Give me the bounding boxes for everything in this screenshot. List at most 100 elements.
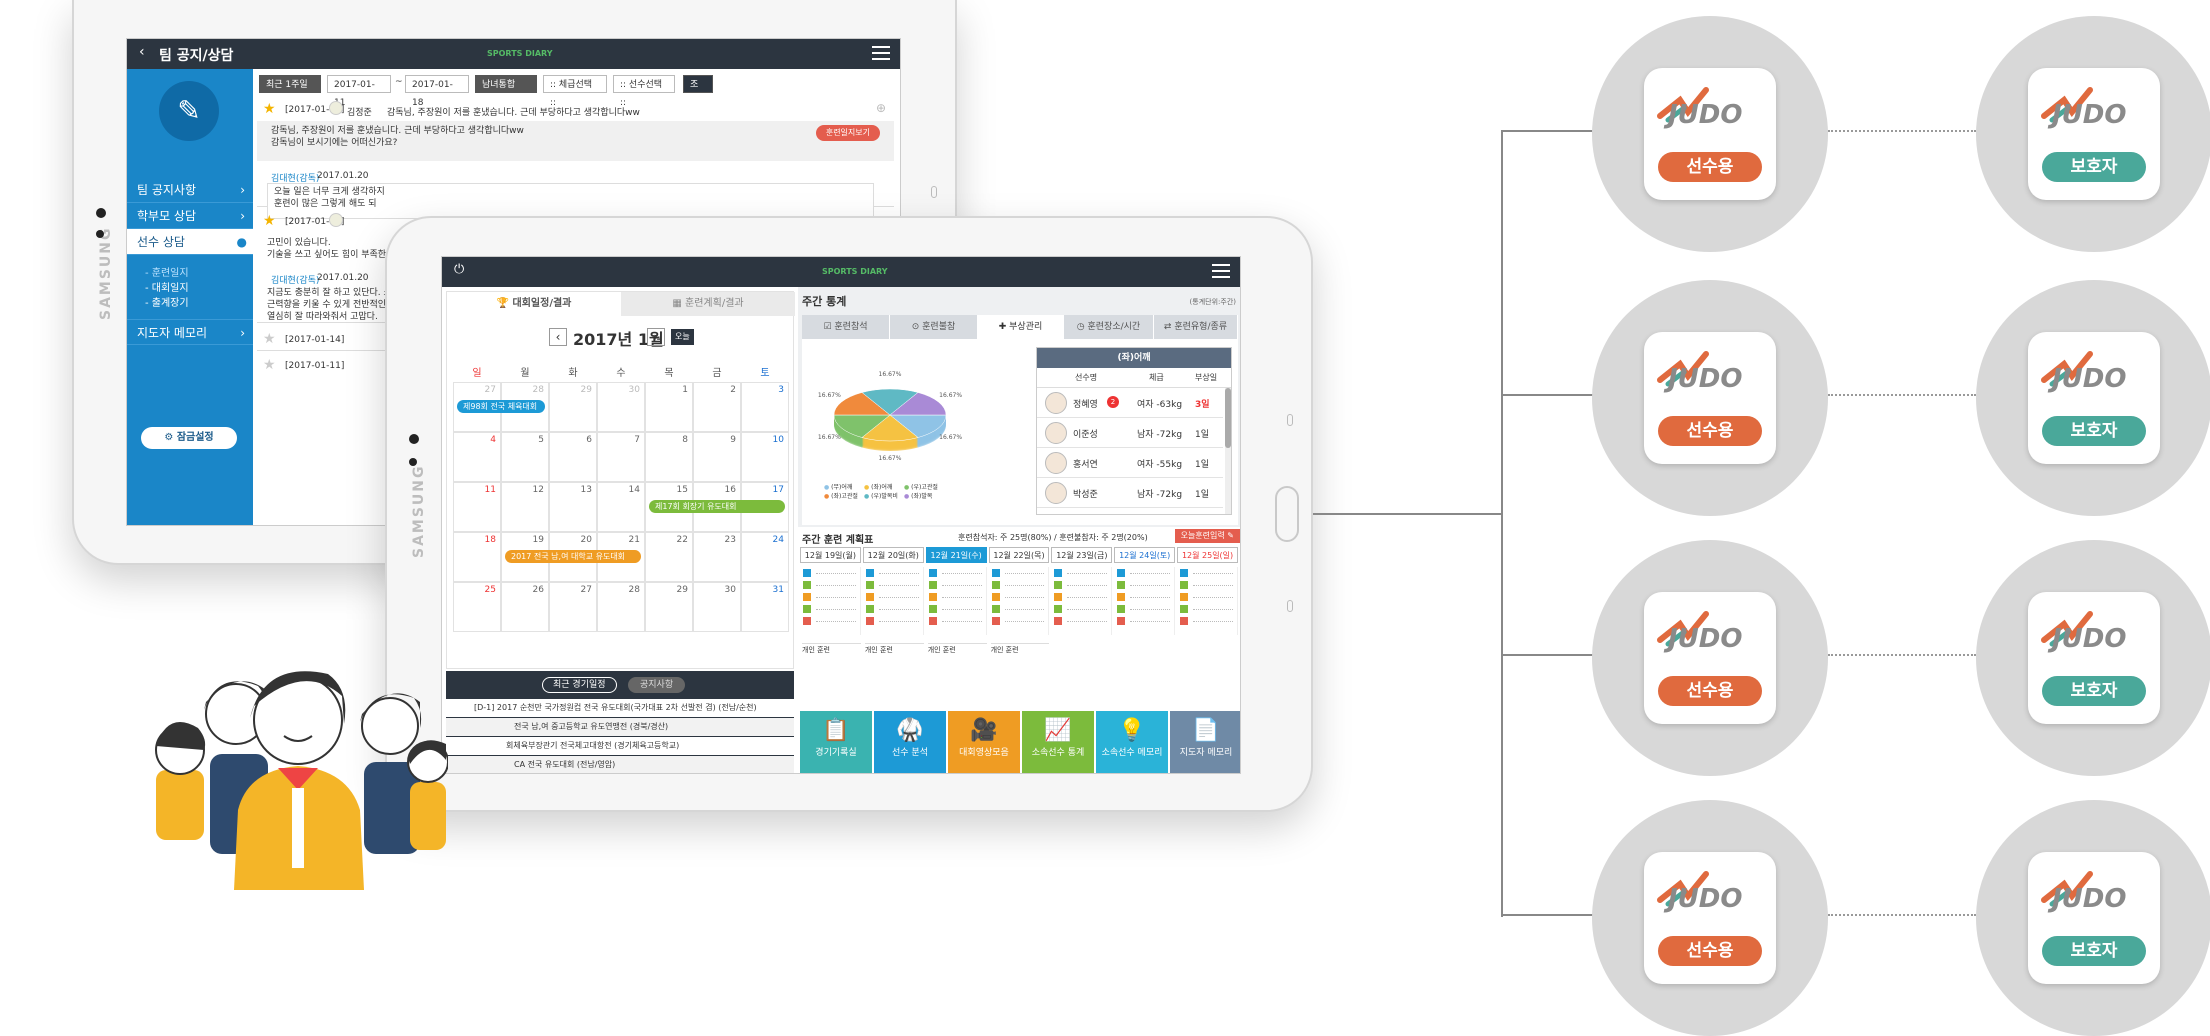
tab-training-plan[interactable]: ▦ 훈련계획/결과 [621, 292, 795, 316]
personal-training-row[interactable]: 개인 훈련 [927, 643, 987, 655]
calendar-day[interactable]: 24 [741, 532, 789, 582]
calendar-day[interactable]: 7 [597, 432, 645, 482]
start-date-input[interactable]: 2017-01-11 [327, 75, 391, 108]
app-icon-card[interactable]: JUDO 선수용 [1644, 852, 1776, 984]
search-button[interactable]: 조회 [683, 75, 713, 108]
sidebar-item-parent-consult[interactable]: 학부모 상담 › [127, 203, 253, 229]
plan-day-header[interactable]: 12월 25일(일) [1177, 547, 1238, 563]
table-row[interactable]: 정혜영 2 여자 -63kg 3일 [1037, 388, 1223, 418]
tab-injury[interactable]: ✚ 부상관리 [978, 315, 1064, 339]
star-icon[interactable]: ★ [263, 101, 276, 117]
table-row[interactable]: 박성준 남자 -72kg 1일 [1037, 478, 1223, 508]
calendar-day[interactable]: 29 [645, 582, 693, 632]
calendar-day[interactable]: 26 [501, 582, 549, 632]
sidebar-sub-competition[interactable]: - 대회일지 [145, 283, 189, 294]
pie-slice[interactable] [861, 414, 919, 442]
calendar-day[interactable]: 2 [693, 382, 741, 432]
tab-recent-games[interactable]: 최근 경기일정 [542, 677, 617, 693]
calendar-day[interactable]: 10 [741, 432, 789, 482]
prev-month-button[interactable]: ‹ [549, 328, 567, 346]
app-icon-card[interactable]: JUDO 보호자 [2028, 592, 2160, 724]
sidebar-sub-training[interactable]: - 훈련일지 [145, 268, 189, 279]
personal-training-row[interactable]: 개인 훈련 [802, 643, 861, 655]
app-icon-card[interactable]: JUDO 선수용 [1644, 332, 1776, 464]
player-select[interactable]: :: 선수선택 :: [613, 75, 675, 108]
calendar-day[interactable]: 29 [549, 382, 597, 432]
plan-day-header[interactable]: 12월 19일(월) [800, 547, 861, 563]
settings-button[interactable]: ⚙ 잠금설정 [141, 427, 237, 449]
sidebar-item-team-notice[interactable]: 팀 공지사항 › [127, 177, 253, 203]
star-icon[interactable]: ★ [263, 213, 276, 229]
personal-training-row[interactable]: 개인 훈련 [864, 643, 924, 655]
tab-competition[interactable]: 🏆 대회일정/결과 [447, 292, 621, 316]
calendar-day[interactable]: 6 [549, 432, 597, 482]
plan-day-header[interactable]: 12월 24일(토) [1114, 547, 1176, 563]
table-row[interactable]: 홍서연 여자 -55kg 1일 [1037, 448, 1223, 478]
calendar-day[interactable]: 18 [453, 532, 501, 582]
back-menu-icon[interactable] [872, 46, 890, 60]
today-button[interactable]: 오늘 [671, 329, 694, 345]
calendar-day[interactable]: 1 [645, 382, 693, 432]
calendar-day[interactable]: 8 [645, 432, 693, 482]
sidebar-sub-attendance[interactable]: - 출계장기 [145, 298, 189, 309]
calendar-day[interactable]: 14 [597, 482, 645, 532]
calendar-day[interactable]: 22 [645, 532, 693, 582]
next-month-button[interactable]: › [647, 328, 665, 346]
tab-notices[interactable]: 공지사항 [628, 677, 686, 693]
schedule-item[interactable]: CA 전국 유도대회 (전남/영암) [446, 756, 794, 773]
plan-day-header[interactable]: 12월 20일(화) [862, 547, 924, 563]
calendar-event[interactable]: 제98회 전국 체육대회 [457, 400, 545, 413]
calendar-day[interactable]: 5 [501, 432, 549, 482]
calendar-event[interactable]: 제17회 회장기 유도대회 [649, 500, 785, 513]
calendar-day[interactable]: 23 [693, 532, 741, 582]
calendar-day[interactable]: 11 [453, 482, 501, 532]
app-icon-card[interactable]: JUDO 보호자 [2028, 852, 2160, 984]
schedule-item[interactable]: [D-1] 2017 순천만 국가정원컵 전국 유도대회(국가대표 2차 선발전… [446, 699, 794, 717]
training-log-button[interactable]: 훈련일지보기 [815, 125, 880, 141]
front-menu-icon[interactable] [1212, 264, 1230, 278]
app-tile[interactable]: 📄 지도자 메모리 [1170, 711, 1240, 773]
post-4[interactable]: ★ [2017-01-11] [257, 355, 894, 377]
pie-slice[interactable] [861, 388, 919, 416]
home-button[interactable] [1275, 486, 1299, 542]
personal-training-row[interactable]: 개인 훈련 [990, 643, 1050, 655]
calendar-day[interactable]: 4 [453, 432, 501, 482]
tab-attendance[interactable]: ☑ 훈련참석 [802, 315, 890, 339]
app-tile[interactable]: 💡 소속선수 메모리 [1096, 711, 1168, 773]
post-1[interactable]: ★ [2017-01-19] 김정준 감독님, 주장원이 저를 훈냈습니다. 근… [257, 99, 894, 219]
calendar-day[interactable]: 9 [693, 432, 741, 482]
plan-day-header[interactable]: 12월 23일(금) [1051, 547, 1113, 563]
calendar-day[interactable]: 27 [549, 582, 597, 632]
pie-slice[interactable] [833, 392, 891, 416]
calendar-day[interactable]: 31 [741, 582, 789, 632]
end-date-input[interactable]: 2017-01-18 [405, 75, 469, 108]
calendar-event[interactable]: 2017 전국 남,여 대학교 유도대회 [505, 550, 641, 563]
calendar-day[interactable]: 30 [597, 382, 645, 432]
app-tile[interactable]: 📈 소속선수 통계 [1022, 711, 1094, 773]
schedule-item[interactable]: 전국 남,여 중고등학교 유도연맹전 (경북/경산) [446, 718, 794, 736]
add-icon[interactable]: ⊕ [875, 101, 886, 115]
calendar-day[interactable]: 28 [597, 582, 645, 632]
pie-slice[interactable] [889, 414, 947, 438]
pie-slice[interactable] [889, 392, 947, 416]
calendar-day[interactable]: 3 [741, 382, 789, 432]
app-tile[interactable]: 🎥 대회영상모음 [948, 711, 1020, 773]
period-select[interactable]: 최근 1주일 [259, 75, 321, 93]
table-scrollbar[interactable] [1225, 388, 1231, 514]
tab-type[interactable]: ⇄ 훈련유형/종류 [1154, 315, 1238, 339]
schedule-item[interactable]: 회체육부장관기 전국체고대항전 (경기체육고등학교) [446, 737, 794, 755]
plan-day-header[interactable]: 12월 21일(수) [925, 547, 987, 563]
app-tile[interactable]: 🥋 선수 분석 [874, 711, 946, 773]
calendar-day[interactable]: 12 [501, 482, 549, 532]
today-training-button[interactable]: 오늘훈련입력 ✎ [1174, 529, 1240, 543]
calendar-day[interactable]: 30 [693, 582, 741, 632]
calendar-day[interactable]: 25 [453, 582, 501, 632]
star-icon[interactable]: ★ [263, 331, 276, 347]
gender-select[interactable]: 남녀통합 [475, 75, 537, 93]
tab-place-time[interactable]: ◷ 훈련장소/시간 [1064, 315, 1154, 339]
app-tile[interactable]: 📋 경기기록실 [800, 711, 872, 773]
table-row[interactable]: 이준성 남자 -72kg 1일 [1037, 418, 1223, 448]
plan-day-header[interactable]: 12월 22일(목) [988, 547, 1050, 563]
calendar-day[interactable]: 13 [549, 482, 597, 532]
app-icon-card[interactable]: JUDO 선수용 [1644, 68, 1776, 200]
